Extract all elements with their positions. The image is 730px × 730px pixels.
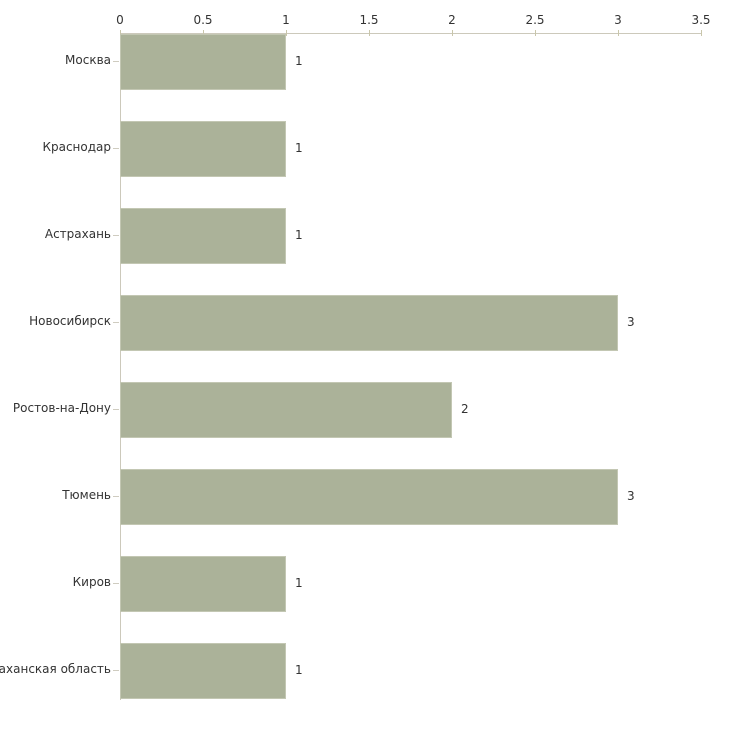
x-axis-tick-label: 1.5: [359, 13, 379, 27]
category-tick-mark: [113, 322, 119, 323]
bar: [120, 208, 286, 264]
x-axis-tick-mark: [535, 30, 536, 36]
category-tick-mark: [113, 409, 119, 410]
bar-value-label: 2: [461, 402, 469, 416]
x-axis-tick-mark: [369, 30, 370, 36]
category-label: Москва: [65, 53, 111, 67]
category-tick-mark: [113, 583, 119, 584]
category-tick-mark: [113, 670, 119, 671]
y-axis-line: [120, 33, 121, 700]
bar: [120, 643, 286, 699]
category-label: Краснодар: [42, 140, 111, 154]
bar: [120, 469, 618, 525]
x-axis-tick-mark: [120, 30, 121, 36]
x-axis-tick-label: 3.5: [691, 13, 711, 27]
bar-value-label: 1: [295, 576, 303, 590]
bar: [120, 34, 286, 90]
x-axis-tick-mark: [203, 30, 204, 36]
x-axis-tick-label: 0.5: [193, 13, 213, 27]
category-tick-mark: [113, 61, 119, 62]
bar: [120, 295, 618, 351]
category-label: Новосибирск: [29, 314, 111, 328]
category-label: Тюмень: [62, 488, 111, 502]
x-axis-tick-label: 3: [614, 13, 622, 27]
bar-value-label: 1: [295, 663, 303, 677]
category-tick-mark: [113, 496, 119, 497]
category-label: Ростов-на-Дону: [12, 401, 111, 415]
bar: [120, 556, 286, 612]
x-axis-tick-mark: [286, 30, 287, 36]
x-axis-tick-mark: [452, 30, 453, 36]
x-axis-tick-label: 2.5: [525, 13, 545, 27]
category-label: Астраханская область: [0, 662, 111, 676]
x-axis-tick-label: 1: [282, 13, 290, 27]
bar-value-label: 3: [627, 315, 635, 329]
bar-value-label: 1: [295, 54, 303, 68]
bar-value-label: 3: [627, 489, 635, 503]
category-label: Астрахань: [44, 227, 111, 241]
x-axis-tick-label: 2: [448, 13, 456, 27]
bar: [120, 121, 286, 177]
x-axis-line: [120, 33, 702, 34]
bar: [120, 382, 452, 438]
category-tick-mark: [113, 235, 119, 236]
bar-value-label: 1: [295, 141, 303, 155]
x-axis-tick-mark: [701, 30, 702, 36]
category-label: Киров: [72, 575, 111, 589]
x-axis-tick-mark: [618, 30, 619, 36]
bar-value-label: 1: [295, 228, 303, 242]
category-tick-mark: [113, 148, 119, 149]
x-axis-tick-label: 0: [116, 13, 124, 27]
